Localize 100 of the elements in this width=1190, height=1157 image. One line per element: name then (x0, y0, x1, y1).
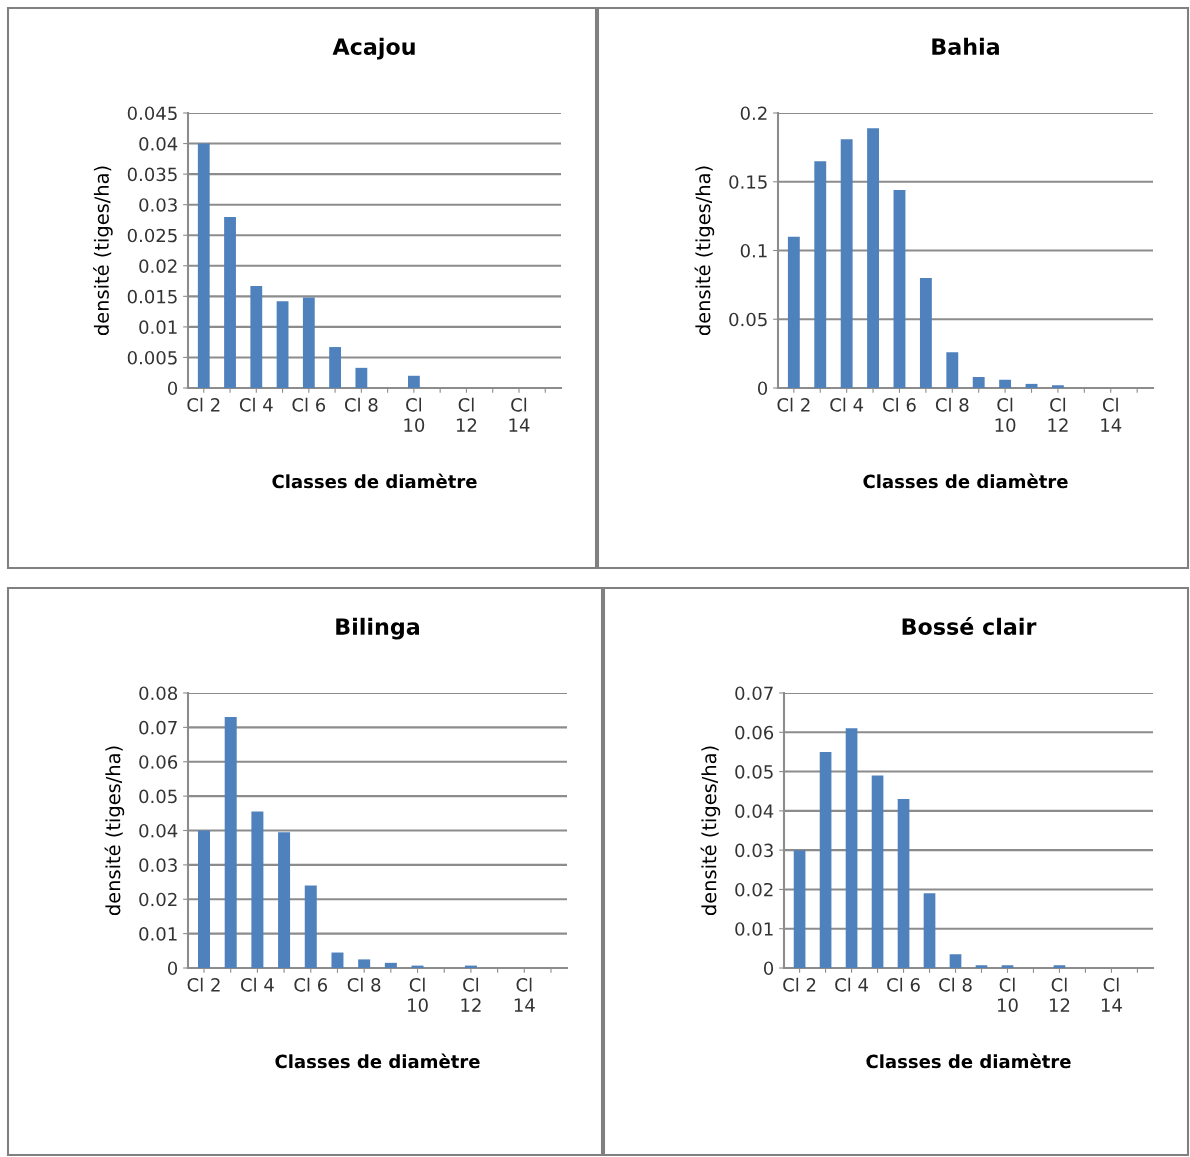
x-tick-label: Cl 2 (187, 397, 220, 412)
y-tick-label: 0.15 (729, 175, 767, 189)
x-tick-label: Cl 6 (887, 977, 920, 992)
x-tick-label: Cl 10 (408, 977, 428, 1012)
x-tick-label: Cl 4 (240, 977, 274, 992)
bar (975, 965, 988, 968)
bar (198, 830, 211, 968)
bar (302, 297, 315, 388)
x-tick-label: Cl 6 (294, 977, 328, 992)
y-axis-title: densité (tiges/ha) (93, 166, 113, 336)
y-tick-label: 0.01 (139, 320, 177, 335)
y-tick-label: 0.08 (139, 686, 178, 701)
bar (793, 850, 806, 968)
x-tick-label: Cl 14 (514, 977, 535, 1012)
bar (972, 377, 985, 388)
y-tick-label: 0 (757, 381, 768, 396)
x-tick-label: Cl 14 (509, 397, 530, 432)
x-tick-label: Cl 2 (783, 977, 816, 992)
chart-title: Bossé clair (902, 616, 1037, 635)
y-tick-label: 0.04 (735, 804, 774, 818)
y-tick-label: 0.03 (735, 843, 773, 858)
y-tick-label: 0.06 (139, 755, 178, 769)
x-axis-title: Classes de diamètre (863, 473, 1068, 489)
x-tick-label: Cl 8 (935, 397, 969, 412)
y-tick-label: 0.025 (127, 228, 177, 243)
bar (224, 216, 236, 388)
chart-title: Bilinga (336, 617, 420, 640)
y-tick-label: 0.02 (139, 892, 177, 907)
bar (224, 717, 237, 968)
bar (867, 128, 880, 388)
x-tick-label: Cl 14 (1101, 397, 1122, 432)
bar (1025, 383, 1038, 388)
y-tick-label: 0.035 (127, 167, 177, 182)
y-tick-label: 0.03 (139, 858, 177, 872)
y-tick-label: 0.07 (139, 720, 177, 735)
bar (893, 190, 906, 388)
bar (1001, 965, 1014, 968)
x-tick-label: Cl 4 (835, 977, 868, 992)
bar (845, 728, 858, 968)
x-tick-label: Cl 14 (1101, 977, 1122, 1012)
x-tick-label: Cl 2 (777, 397, 810, 412)
y-tick-label: 0.07 (735, 686, 773, 701)
x-tick-label: Cl 10 (997, 977, 1018, 1012)
y-axis-title: densité (tiges/ha) (104, 746, 125, 916)
x-tick-label: Cl 10 (404, 397, 425, 432)
y-tick-label: 0.02 (735, 882, 773, 897)
bar (897, 799, 910, 968)
bar (407, 375, 420, 388)
bar (919, 278, 932, 388)
y-tick-label: 0.04 (139, 823, 178, 838)
y-tick-label: 0.015 (127, 289, 177, 304)
x-axis-title: Classes de diamètre (275, 1053, 480, 1069)
y-tick-label: 0.01 (735, 922, 773, 936)
bar (949, 954, 962, 968)
y-axis-title: densité (tiges/ha) (694, 166, 715, 336)
x-tick-label: Cl 6 (883, 397, 916, 412)
y-tick-label: 0 (167, 961, 178, 976)
y-tick-label: 0.02 (139, 259, 177, 273)
y-tick-label: 0 (167, 381, 178, 396)
x-tick-label: Cl 4 (239, 397, 273, 412)
bar (278, 832, 291, 968)
bar (251, 811, 264, 968)
bar (819, 751, 832, 968)
bar (304, 885, 317, 968)
bar (331, 952, 344, 968)
bar (1053, 965, 1066, 968)
bar (358, 959, 371, 968)
chart-title: Bahia (932, 37, 999, 55)
y-tick-label: 0.05 (139, 789, 177, 804)
x-tick-label: Cl 8 (939, 977, 972, 992)
y-tick-label: 0.04 (139, 137, 178, 151)
y-tick-label: 0.01 (139, 927, 177, 941)
bar (1051, 385, 1064, 388)
y-tick-label: 0 (763, 961, 774, 976)
bar (329, 347, 342, 388)
bar (787, 236, 800, 388)
x-tick-label: Cl 2 (187, 977, 220, 992)
bar (276, 301, 289, 388)
bar (384, 962, 397, 968)
bar (923, 893, 936, 968)
y-tick-label: 0.06 (735, 725, 774, 740)
x-tick-label: Cl 6 (292, 397, 326, 412)
bar (871, 775, 884, 968)
y-tick-label: 0.045 (127, 106, 177, 121)
x-tick-label: Cl 12 (1048, 397, 1068, 432)
x-tick-label: Cl 10 (995, 397, 1016, 432)
x-tick-label: Cl 12 (456, 397, 477, 432)
x-tick-label: Cl 4 (830, 397, 864, 412)
x-tick-label: Cl 12 (461, 977, 481, 1012)
bar (250, 285, 263, 388)
bar (999, 379, 1012, 388)
bar (840, 139, 853, 388)
y-tick-label: 0.03 (139, 198, 177, 212)
y-tick-label: 0.05 (729, 312, 767, 327)
y-tick-label: 0.1 (740, 243, 767, 258)
y-tick-label: 0.005 (127, 350, 177, 365)
y-tick-label: 0.2 (740, 106, 767, 121)
x-tick-label: Cl 8 (344, 397, 378, 412)
x-tick-label: Cl 12 (1049, 977, 1070, 1012)
bar (946, 352, 959, 388)
